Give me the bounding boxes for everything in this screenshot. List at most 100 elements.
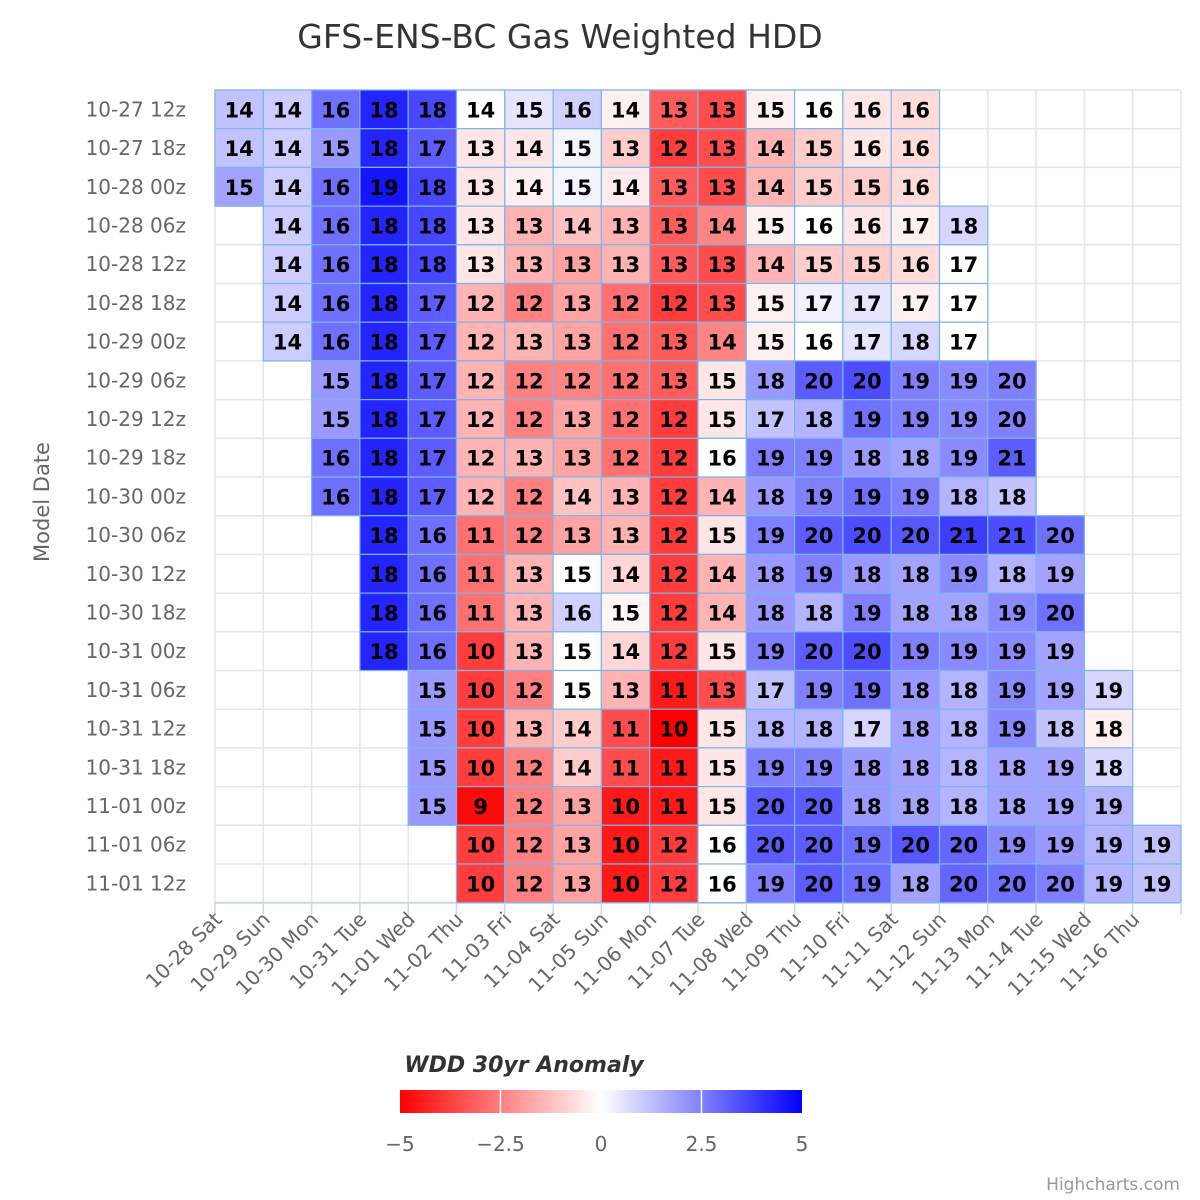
- heatmap-cell[interactable]: [552, 244, 602, 285]
- heatmap-cell[interactable]: [649, 282, 699, 323]
- heatmap-cell[interactable]: [311, 399, 361, 439]
- heatmap-cell[interactable]: [842, 863, 892, 904]
- heatmap-cell[interactable]: [890, 708, 941, 749]
- heatmap-cell[interactable]: [359, 515, 409, 556]
- heatmap-cell[interactable]: [359, 592, 409, 633]
- heatmap-cell[interactable]: [552, 399, 602, 439]
- heatmap-cell[interactable]: [359, 437, 409, 478]
- heatmap-cell[interactable]: [890, 360, 941, 401]
- heatmap-cell[interactable]: [987, 747, 1037, 788]
- heatmap-cell[interactable]: [697, 747, 747, 788]
- heatmap-cell[interactable]: [359, 321, 409, 362]
- heatmap-cell[interactable]: [842, 360, 892, 401]
- heatmap-cell[interactable]: [842, 553, 892, 594]
- heatmap-cell[interactable]: [262, 205, 313, 246]
- heatmap-cell[interactable]: [504, 785, 554, 826]
- heatmap-cell[interactable]: [359, 476, 409, 517]
- heatmap-cell[interactable]: [552, 631, 602, 672]
- heatmap-cell[interactable]: [649, 592, 699, 633]
- heatmap-cell[interactable]: [745, 515, 796, 556]
- heatmap-cell[interactable]: [793, 515, 844, 556]
- heatmap-cell[interactable]: [987, 708, 1037, 749]
- heatmap-cell[interactable]: [1083, 785, 1134, 826]
- heatmap-cell[interactable]: [745, 708, 796, 749]
- heatmap-cell[interactable]: [987, 476, 1037, 517]
- heatmap-cell[interactable]: [987, 515, 1037, 556]
- heatmap-cell[interactable]: [262, 166, 313, 207]
- heatmap-cell[interactable]: [552, 785, 602, 826]
- heatmap-cell[interactable]: [262, 128, 313, 168]
- heatmap-cell[interactable]: [793, 360, 844, 401]
- heatmap-cell[interactable]: [311, 360, 361, 401]
- heatmap-cell[interactable]: [455, 476, 506, 517]
- heatmap-cell[interactable]: [987, 399, 1037, 439]
- heatmap-cell[interactable]: [842, 515, 892, 556]
- heatmap-cell[interactable]: [1035, 863, 1085, 904]
- heatmap-cell[interactable]: [938, 553, 989, 594]
- heatmap-cell[interactable]: [600, 863, 651, 904]
- heatmap-cell[interactable]: [407, 747, 458, 788]
- heatmap-cell[interactable]: [649, 166, 699, 207]
- heatmap-cell[interactable]: [407, 282, 458, 323]
- heatmap-cell[interactable]: [311, 205, 361, 246]
- heatmap-cell[interactable]: [504, 399, 554, 439]
- heatmap-cell[interactable]: [552, 824, 602, 865]
- heatmap-cell[interactable]: [745, 244, 796, 285]
- heatmap-cell[interactable]: [455, 321, 506, 362]
- heatmap-cell[interactable]: [987, 669, 1037, 710]
- heatmap-cell[interactable]: [890, 399, 941, 439]
- heatmap-cell[interactable]: [890, 89, 941, 130]
- heatmap-cell[interactable]: [1132, 824, 1182, 865]
- heatmap-cell[interactable]: [600, 89, 651, 130]
- heatmap-cell[interactable]: [600, 708, 651, 749]
- heatmap-cell[interactable]: [938, 399, 989, 439]
- heatmap-cell[interactable]: [745, 128, 796, 168]
- heatmap-cell[interactable]: [745, 89, 796, 130]
- heatmap-cell[interactable]: [649, 669, 699, 710]
- heatmap-cell[interactable]: [745, 863, 796, 904]
- heatmap-cell[interactable]: [890, 321, 941, 362]
- heatmap-cell[interactable]: [455, 282, 506, 323]
- heatmap-cell[interactable]: [793, 708, 844, 749]
- heatmap-cell[interactable]: [407, 553, 458, 594]
- heatmap-cell[interactable]: [697, 166, 747, 207]
- heatmap-cell[interactable]: [890, 166, 941, 207]
- heatmap-cell[interactable]: [311, 166, 361, 207]
- heatmap-cell[interactable]: [842, 166, 892, 207]
- heatmap-cell[interactable]: [793, 592, 844, 633]
- heatmap-cell[interactable]: [552, 128, 602, 168]
- heatmap-cell[interactable]: [890, 592, 941, 633]
- heatmap-cell[interactable]: [697, 553, 747, 594]
- heatmap-cell[interactable]: [407, 476, 458, 517]
- heatmap-cell[interactable]: [697, 128, 747, 168]
- heatmap-cell[interactable]: [504, 515, 554, 556]
- heatmap-cell[interactable]: [455, 244, 506, 285]
- heatmap-cell[interactable]: [552, 89, 602, 130]
- heatmap-cell[interactable]: [600, 631, 651, 672]
- heatmap-cell[interactable]: [600, 166, 651, 207]
- heatmap-cell[interactable]: [1132, 863, 1182, 904]
- heatmap-cell[interactable]: [552, 321, 602, 362]
- heatmap-cell[interactable]: [649, 515, 699, 556]
- heatmap-cell[interactable]: [987, 824, 1037, 865]
- heatmap-cell[interactable]: [600, 399, 651, 439]
- heatmap-cell[interactable]: [552, 282, 602, 323]
- heatmap-cell[interactable]: [697, 631, 747, 672]
- heatmap-cell[interactable]: [600, 321, 651, 362]
- heatmap-cell[interactable]: [504, 205, 554, 246]
- heatmap-cell[interactable]: [552, 747, 602, 788]
- heatmap-cell[interactable]: [455, 863, 506, 904]
- heatmap-cell[interactable]: [1035, 553, 1085, 594]
- heatmap-cell[interactable]: [407, 360, 458, 401]
- heatmap-cell[interactable]: [600, 476, 651, 517]
- heatmap-cell[interactable]: [649, 824, 699, 865]
- heatmap-cell[interactable]: [504, 863, 554, 904]
- heatmap-cell[interactable]: [1035, 631, 1085, 672]
- heatmap-cell[interactable]: [793, 89, 844, 130]
- heatmap-cell[interactable]: [697, 399, 747, 439]
- heatmap-cell[interactable]: [745, 321, 796, 362]
- heatmap-cell[interactable]: [311, 89, 361, 130]
- heatmap-cell[interactable]: [938, 824, 989, 865]
- heatmap-cell[interactable]: [311, 282, 361, 323]
- heatmap-cell[interactable]: [552, 708, 602, 749]
